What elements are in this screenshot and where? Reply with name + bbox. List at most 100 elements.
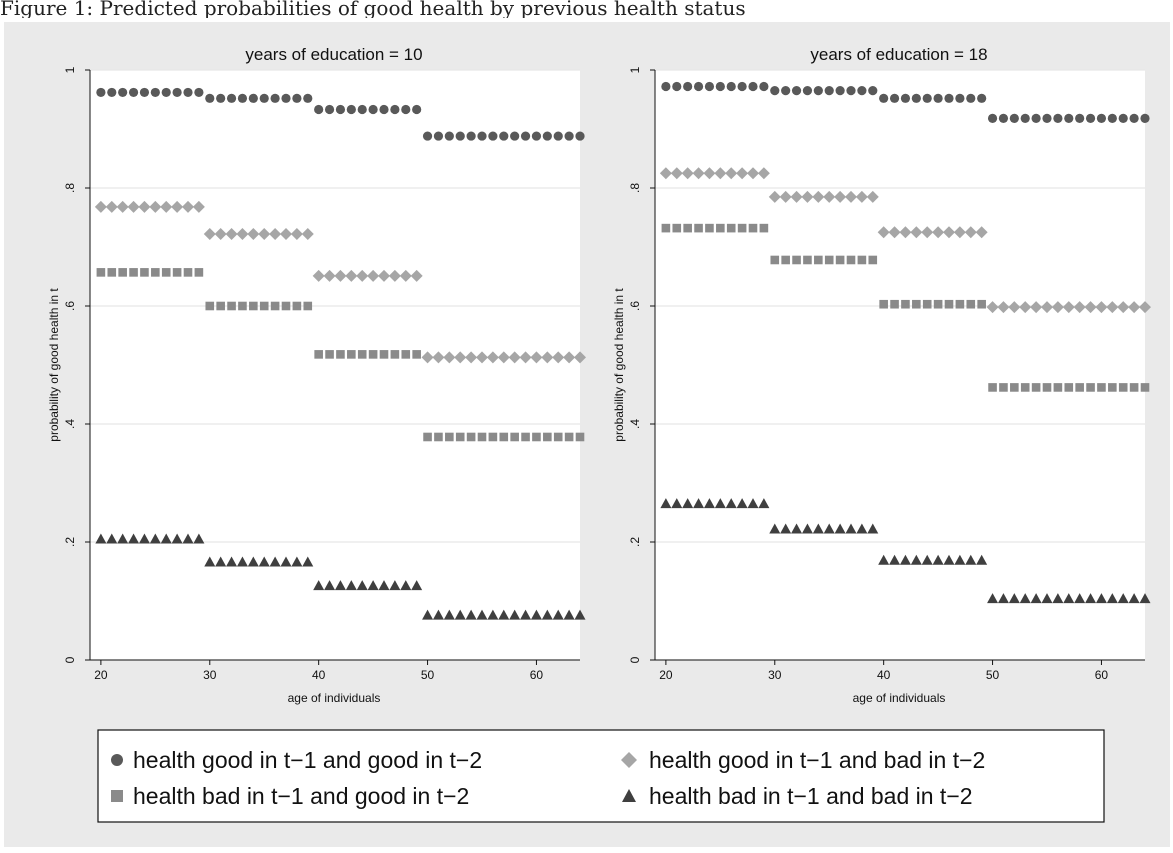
square-marker [510,432,519,442]
diamond-marker [280,228,292,241]
circle-marker [748,81,758,92]
triangle-marker [703,498,715,509]
diamond-marker [116,200,129,213]
square-marker [922,299,932,309]
diamond-marker [258,228,271,241]
triangle-marker [334,580,346,591]
circle-marker [433,131,444,141]
diamond-marker [269,228,282,241]
diamond-marker [1117,301,1130,314]
triangle-marker [160,533,172,544]
y-tick-label: .2 [63,537,77,547]
triangle-marker [1117,593,1129,604]
circle-marker [672,81,682,92]
diamond-marker [888,226,901,239]
diamond-marker [877,226,890,239]
square-marker [999,383,1008,392]
legend-item-gb: health good in t−1 and bad in t−2 [621,747,985,773]
circle-marker [564,131,574,141]
triangle-marker [204,556,216,567]
diamond-marker [964,226,977,239]
circle-marker [900,93,911,103]
square-marker [390,350,400,359]
square-marker [205,301,215,311]
circle-marker [737,81,747,92]
circle-marker [412,104,422,115]
square-marker [1064,383,1074,392]
square-marker [868,255,878,265]
diamond-marker [486,351,499,364]
square-marker [543,432,552,442]
circle-marker [977,93,987,103]
square-marker [846,255,856,265]
square-marker [1118,383,1128,392]
circle-marker [488,131,498,141]
triangle-marker [1063,593,1075,604]
square-marker [466,432,476,442]
square-marker [977,299,986,309]
circle-marker [281,93,291,103]
triangle-marker [791,523,803,534]
circle-marker [520,131,531,141]
diamond-marker [138,200,151,213]
y-tick-label: 1 [628,66,642,73]
diamond-marker [1041,301,1053,314]
circle-marker [1085,113,1096,123]
circle-marker [791,86,802,96]
diamond-marker [443,351,456,364]
triangle-marker [714,498,726,509]
circle-marker [998,113,1009,123]
diamond-marker [801,190,814,203]
square-marker [521,432,530,442]
y-tick-label: 0 [63,656,77,663]
square-marker [716,223,725,233]
triangle-marker [845,523,857,534]
legend-box [97,729,1105,823]
triangle-marker [899,554,911,565]
triangle-marker [520,609,532,620]
triangle-marker [236,556,248,567]
triangle-marker [487,609,499,620]
triangle-marker [1139,593,1151,604]
diamond-marker [714,167,727,180]
circle-marker [444,131,454,141]
circle-icon [111,754,123,766]
square-marker [107,268,117,277]
circle-marker [161,87,171,98]
circle-marker [1053,113,1063,123]
diamond-marker [1019,301,1032,314]
square-marker [879,299,888,309]
diamond-marker [410,269,423,282]
square-marker [1108,383,1117,392]
square-marker [803,255,812,265]
triangle-marker [356,580,368,591]
triangle-marker [302,556,314,567]
x-tick-label: 40 [877,668,891,682]
square-marker [477,432,487,442]
triangle-marker [976,554,988,565]
plot-area [655,70,1145,660]
square-marker [238,301,247,311]
diamond-marker [703,167,716,180]
x-tick-label: 30 [768,668,782,682]
circle-marker [128,87,139,98]
triangle-marker [1106,593,1118,604]
diamond-marker [323,269,336,282]
triangle-marker [541,609,553,620]
circle-marker [390,104,400,115]
triangle-marker [345,580,357,591]
diamond-marker [334,269,347,282]
triangle-marker [987,593,999,604]
square-marker [249,301,258,311]
circle-marker [1075,113,1085,123]
axes: 0 .2 .4 .6 .8 1 20 30 40 50 60 [628,66,1145,682]
circle-marker [139,87,150,98]
x-axis-label: age of individuals [853,691,946,705]
diamond-marker [105,200,118,213]
circle-marker [237,93,248,103]
square-marker [151,268,160,277]
square-marker [270,301,280,311]
triangle-marker [117,533,129,544]
square-marker [966,299,976,309]
circle-marker [248,93,258,103]
